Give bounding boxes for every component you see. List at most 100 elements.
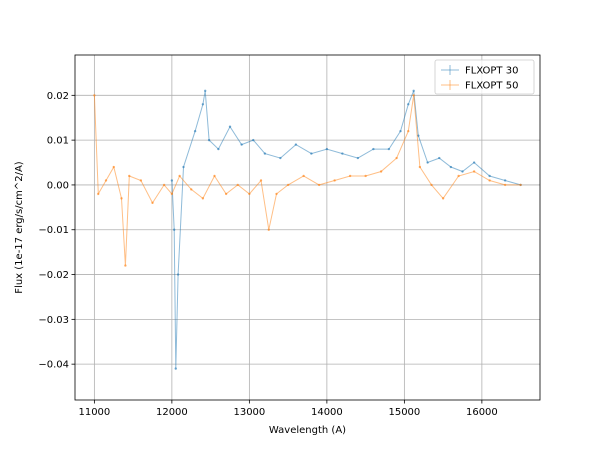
x-tick-label: 15000 (388, 407, 420, 418)
data-point (294, 143, 298, 146)
data-point (201, 103, 205, 106)
data-point (193, 129, 197, 133)
data-point (387, 147, 391, 151)
data-point (201, 197, 205, 200)
data-point (333, 179, 336, 182)
data-point (182, 165, 185, 169)
data-point (228, 125, 232, 128)
data-point (317, 183, 321, 187)
data-point (472, 170, 476, 173)
y-tick-label: −0.02 (38, 270, 69, 281)
x-tick-label: 16000 (466, 407, 498, 418)
data-point (519, 183, 522, 187)
data-point (372, 147, 375, 151)
x-axis-ticks: 11000 12000 13000 14000 15000 16000 (78, 400, 498, 418)
data-point (488, 179, 491, 182)
data-point (97, 192, 100, 196)
data-point (112, 165, 115, 169)
series-2 (93, 94, 522, 267)
data-point (190, 188, 193, 191)
x-axis-label: Wavelength (A) (269, 425, 346, 436)
data-point (240, 143, 243, 146)
data-point (438, 156, 441, 160)
data-point (263, 152, 267, 155)
data-point (286, 183, 290, 187)
data-point (302, 174, 305, 178)
data-point (379, 170, 383, 173)
series-line (93, 95, 521, 266)
data-point (279, 156, 282, 160)
data-point (348, 174, 352, 178)
data-point (399, 129, 402, 133)
y-axis-ticks: −0.04 −0.03 −0.02 −0.01 0.00 0.01 0.02 (38, 91, 75, 371)
data-point (430, 183, 433, 187)
x-tick-label: 12000 (156, 407, 188, 418)
data-point (224, 192, 228, 196)
data-point (93, 94, 96, 97)
legend-box (434, 59, 535, 95)
legend-label: FLXOPT 30 (465, 66, 518, 77)
series-1 (170, 89, 522, 370)
data-point (207, 138, 211, 142)
data-point (217, 147, 220, 151)
data-point (248, 192, 251, 196)
data-point (128, 174, 131, 178)
data-point (139, 179, 143, 182)
data-point (364, 174, 367, 178)
data-point (275, 192, 278, 196)
data-point (174, 367, 177, 370)
data-point (104, 179, 108, 182)
y-tick-label: 0.00 (47, 180, 69, 191)
data-point (341, 152, 344, 155)
data-point (120, 197, 123, 200)
series-line (171, 90, 521, 369)
data-point (418, 165, 422, 169)
legend-label: FLXOPT 50 (465, 81, 518, 92)
data-point (441, 197, 445, 200)
series-layer (93, 89, 522, 370)
data-point (236, 183, 239, 187)
legend: FLXOPT 30 FLXOPT 50 (434, 59, 535, 95)
data-point (503, 179, 507, 182)
data-point (310, 152, 313, 155)
y-tick-label: 0.01 (47, 136, 69, 147)
y-tick-label: −0.04 (38, 360, 69, 371)
data-point (267, 228, 270, 231)
data-point (151, 201, 154, 205)
data-point (472, 161, 476, 164)
y-tick-label: −0.01 (38, 225, 69, 236)
y-axis-label: Flux (1e-17 erg/s/cm^2/A) (14, 161, 25, 293)
data-point (461, 170, 464, 173)
data-point (170, 192, 174, 196)
data-point (356, 156, 360, 160)
data-point (426, 161, 429, 164)
data-point (170, 179, 174, 182)
plot-frame (74, 54, 541, 401)
data-point (407, 129, 410, 133)
data-point (488, 174, 491, 178)
x-tick-label: 14000 (311, 407, 343, 418)
legend-entry: FLXOPT 30 (441, 65, 518, 77)
data-point (124, 264, 127, 267)
x-tick-label: 11000 (78, 407, 110, 418)
data-point (407, 103, 410, 106)
data-point (449, 165, 453, 169)
data-point (412, 94, 415, 97)
data-point (259, 179, 263, 182)
y-tick-label: 0.02 (47, 91, 69, 102)
data-point (176, 273, 180, 276)
data-point (178, 174, 181, 178)
data-point (252, 138, 255, 142)
data-point (173, 228, 176, 231)
data-point (395, 156, 398, 160)
data-point (162, 183, 166, 187)
data-point (213, 174, 216, 178)
data-point (412, 89, 415, 93)
data-point (503, 183, 507, 187)
data-point (204, 89, 207, 93)
data-point (325, 147, 329, 151)
grid (75, 55, 540, 400)
legend-entry: FLXOPT 50 (441, 80, 518, 92)
y-tick-label: −0.03 (38, 315, 69, 326)
